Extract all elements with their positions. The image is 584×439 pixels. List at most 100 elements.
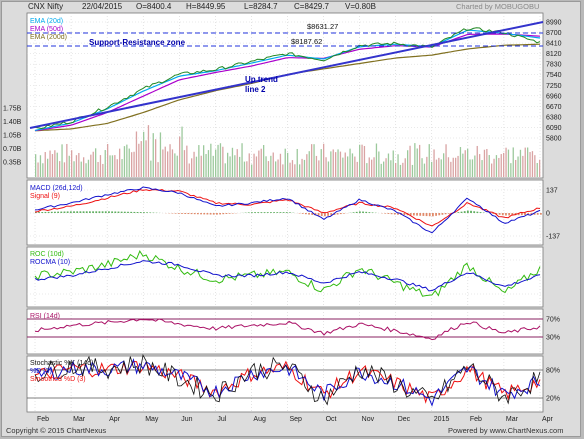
volume-bar: [505, 147, 507, 177]
volume-bar: [524, 147, 526, 177]
sr-zone-label: Support-Resistance zone: [89, 38, 186, 47]
macd-hist-bar: [336, 213, 339, 215]
price-y-tick: 8990: [546, 20, 562, 27]
macd-hist-bar: [266, 212, 269, 213]
stoch-smoothed-line: [34, 360, 541, 404]
legend-stoch-d: %D (3): [30, 368, 52, 375]
macd-hist-bar: [301, 213, 304, 214]
volume-bar: [339, 151, 342, 177]
volume-bar: [428, 144, 430, 177]
ema20-line: [34, 29, 541, 131]
volume-bar: [107, 143, 109, 177]
volume-bar: [404, 158, 406, 177]
volume-bar: [510, 163, 512, 177]
volume-bar: [318, 160, 320, 177]
volume-bar: [469, 159, 471, 177]
volume-bar: [279, 153, 282, 177]
volume-bar: [126, 144, 128, 177]
volume-bar: [440, 159, 442, 177]
volume-bar: [383, 161, 385, 177]
rsi-y-tick: 30%: [546, 335, 560, 342]
macd-hist-bar: [98, 211, 101, 213]
volume-bar: [231, 147, 234, 177]
macd-hist-bar: [419, 213, 422, 216]
macd-hist-bar: [343, 213, 345, 214]
x-tick-label: Jul: [217, 416, 226, 423]
volume-bar: [414, 143, 416, 177]
volume-bar: [133, 151, 135, 177]
volume-bar: [66, 143, 68, 177]
macd-hist-bar: [397, 213, 399, 215]
volume-bars: [35, 125, 541, 177]
legend-rocma: ROCMA (10): [30, 259, 70, 266]
macd-hist-bar: [82, 211, 85, 213]
volume-bar: [267, 161, 270, 177]
macd-hist-bar: [520, 213, 523, 216]
volume-bar: [54, 150, 56, 177]
volume-bar: [138, 143, 140, 177]
volume-bar: [284, 148, 286, 177]
volume-bar: [217, 144, 219, 177]
macd-hist-bar: [263, 212, 266, 213]
volume-bar: [296, 148, 298, 177]
chart-title: CNX Nifty: [28, 2, 63, 11]
macd-hist-bar: [352, 212, 355, 213]
price-y-tick: 7250: [546, 83, 562, 90]
volume-bar: [272, 152, 274, 177]
volume-bar: [325, 157, 327, 177]
x-tick-label: Mar: [506, 416, 519, 423]
volume-bar: [512, 147, 514, 177]
volume-bar: [200, 155, 202, 177]
macd-hist-bar: [50, 211, 53, 213]
volume-bar: [147, 125, 150, 177]
macd-hist-bar: [279, 212, 282, 213]
price-y-tick: 8700: [546, 30, 562, 37]
macd-hist-bar: [209, 213, 212, 215]
header-close: C=8429.7: [294, 2, 329, 11]
volume-bar: [121, 159, 123, 177]
macd-hist-bar: [270, 212, 272, 213]
rsi-panel: [26, 308, 544, 355]
volume-bar: [97, 162, 99, 177]
volume-bar: [416, 148, 418, 177]
roc-line: [34, 250, 541, 297]
price-y-tick: 6960: [546, 93, 562, 100]
volume-bar: [471, 159, 474, 177]
volume-bar: [39, 155, 42, 177]
volume-bar: [119, 148, 121, 177]
volume-bar: [375, 143, 378, 177]
volume-bar: [251, 164, 253, 177]
volume-bar: [402, 162, 404, 177]
macd-hist-bar: [85, 211, 88, 213]
volume-bar: [354, 156, 356, 177]
volume-bar: [337, 149, 339, 177]
macd-hist-bar: [501, 213, 504, 216]
volume-bar: [260, 148, 262, 177]
macd-hist-bar: [114, 211, 117, 213]
macd-hist-bar: [92, 211, 94, 213]
macd-hist-bar: [533, 213, 536, 215]
macd-hist-bar: [101, 211, 104, 213]
volume-bar: [203, 145, 205, 177]
macd-hist-bar: [228, 213, 231, 214]
legend-stoch-smoothed: Smoothed %D (3): [30, 376, 86, 383]
legend-rsi: RSI (14d): [30, 313, 60, 320]
volume-bar: [188, 163, 190, 177]
volume-bar: [411, 164, 414, 177]
volume-bar: [157, 162, 159, 177]
signal-line: [34, 188, 541, 227]
volume-bar: [205, 154, 207, 177]
volume-bar: [359, 144, 361, 177]
macd-hist-bar: [311, 213, 314, 215]
macd-hist-bar: [355, 211, 358, 213]
volume-bar: [479, 154, 481, 177]
volume-bar: [104, 150, 106, 177]
macd-hist-bar: [495, 213, 498, 215]
volume-bar: [90, 154, 92, 177]
macd-hist-bar: [365, 211, 368, 213]
volume-bar: [457, 155, 459, 177]
volume-bar: [75, 155, 78, 177]
macd-hist-bar: [508, 213, 511, 216]
macd-hist-bar: [139, 212, 142, 213]
macd-hist-bar: [387, 213, 390, 214]
